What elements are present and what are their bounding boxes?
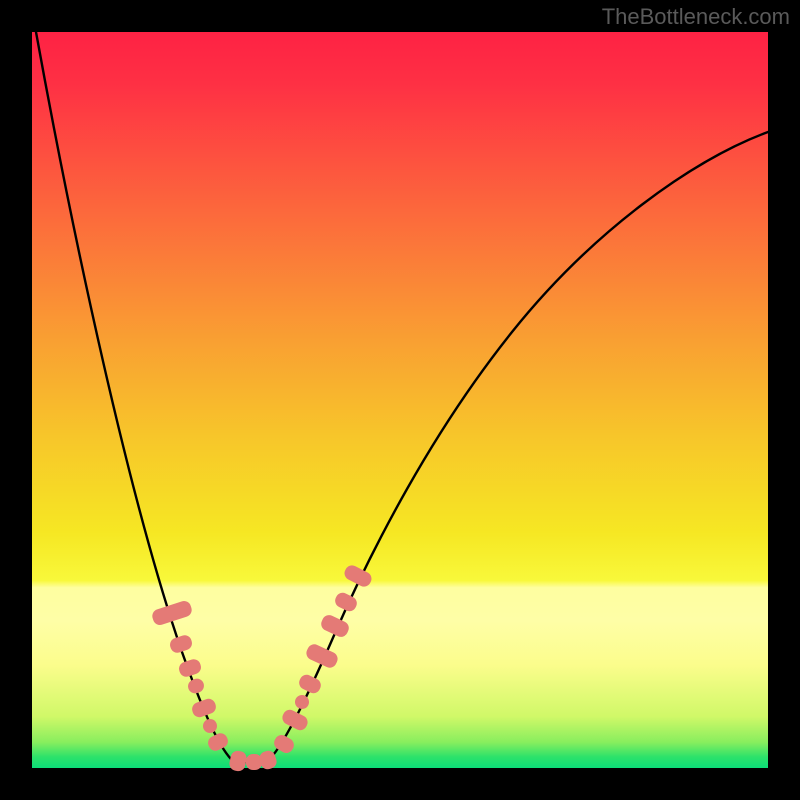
- plot-area: [32, 32, 768, 768]
- marker-right-4: [304, 642, 340, 670]
- marker-left-1: [168, 633, 194, 654]
- marker-right-6: [333, 590, 359, 613]
- curve-right: [267, 132, 768, 762]
- marker-right-1: [280, 707, 310, 732]
- marker-left-2: [177, 657, 203, 678]
- curve-left: [36, 32, 234, 762]
- watermark-text: TheBottleneck.com: [602, 4, 790, 30]
- marker-right-2: [293, 693, 312, 712]
- marker-left-4: [190, 697, 218, 719]
- marker-left-3: [186, 677, 206, 695]
- marker-bottom-0: [228, 750, 248, 773]
- marker-left-6: [206, 731, 231, 753]
- marker-bottom-1: [246, 754, 262, 770]
- chart-frame: TheBottleneck.com: [0, 0, 800, 800]
- marker-right-3: [297, 672, 323, 695]
- curve-layer: [32, 32, 768, 768]
- marker-left-5: [201, 717, 219, 735]
